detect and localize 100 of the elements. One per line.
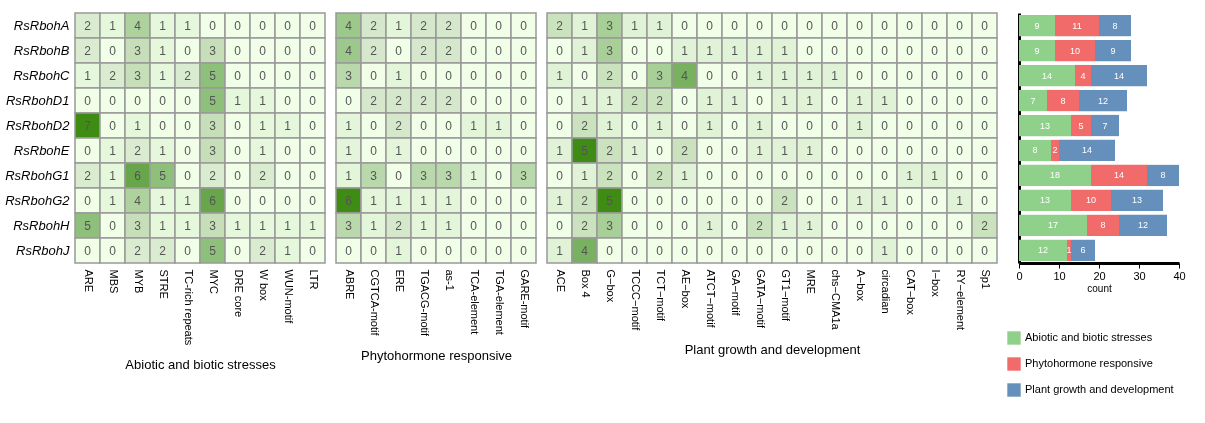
data-label: 2 — [606, 168, 614, 183]
data-label: 0 — [84, 93, 92, 108]
data-label: 0 — [631, 118, 639, 133]
data-label: 1 — [395, 193, 403, 208]
data-label: 0 — [520, 68, 528, 83]
data-label: 0 — [981, 18, 989, 33]
data-label: 0 — [931, 143, 939, 158]
data-label: 0 — [184, 168, 192, 183]
x-tick-label: CGTCA-motif — [368, 269, 381, 337]
data-label: 1 — [606, 118, 614, 133]
data-label: 0 — [234, 243, 242, 258]
data-label: 0 — [631, 243, 639, 258]
data-label: 0 — [956, 93, 964, 108]
data-label: 0 — [756, 18, 764, 33]
data-label: 0 — [906, 93, 914, 108]
data-label: 2 — [556, 18, 564, 33]
data-label: 7 — [1102, 120, 1108, 131]
data-label: 0 — [495, 43, 503, 58]
x-axis-title: Abiotic and biotic stresses — [125, 357, 277, 373]
data-label: 0 — [931, 93, 939, 108]
data-label: 0 — [309, 118, 317, 133]
data-label: 7 — [84, 118, 92, 133]
data-label: 2 — [395, 218, 403, 233]
data-label: 0 — [981, 43, 989, 58]
data-label: 1 — [731, 43, 739, 58]
data-label: 1 — [606, 93, 614, 108]
data-label: 2 — [606, 143, 614, 158]
data-label: 0 — [470, 143, 478, 158]
data-label: 0 — [831, 43, 839, 58]
data-label: 0 — [756, 243, 764, 258]
data-label: 0 — [731, 218, 739, 233]
data-label: 1 — [134, 118, 142, 133]
data-label: 1 — [184, 193, 192, 208]
data-label: 0 — [856, 43, 864, 58]
data-label: 0 — [781, 168, 789, 183]
data-label: 0 — [831, 118, 839, 133]
data-label: 0 — [84, 243, 92, 258]
data-label: 1 — [581, 168, 589, 183]
x-tick-label: ATCT−motif — [704, 269, 717, 329]
x-tick-label: GT1−motif — [779, 269, 792, 323]
data-label: 12 — [1037, 245, 1049, 256]
data-label: 1 — [781, 43, 789, 58]
data-label: 0 — [606, 243, 614, 258]
data-label: 18 — [1049, 170, 1061, 181]
bar — [1071, 239, 1095, 261]
bar — [1099, 15, 1131, 37]
data-label: 3 — [134, 68, 142, 83]
data-label: 1 — [581, 18, 589, 33]
data-label: 0 — [259, 193, 267, 208]
data-label: 2 — [445, 43, 453, 58]
data-label: 1 — [420, 218, 428, 233]
data-label: 2 — [184, 68, 192, 83]
data-label: 0 — [84, 143, 92, 158]
data-label: 1 — [706, 93, 714, 108]
data-label: 0 — [881, 43, 889, 58]
bar — [1075, 64, 1091, 87]
data-label: 4 — [134, 18, 142, 33]
data-label: 1 — [445, 193, 453, 208]
data-label: 1 — [184, 218, 192, 233]
data-label: 3 — [606, 218, 614, 233]
data-label: 0 — [284, 93, 292, 108]
x-tick-label: 0 — [1016, 269, 1023, 282]
data-label: 0 — [556, 43, 564, 58]
data-label: 1 — [345, 118, 353, 133]
data-label: 0 — [731, 243, 739, 258]
data-label: 0 — [309, 68, 317, 83]
data-label: 2 — [109, 68, 117, 83]
x-tick-label: WUN-motif — [282, 269, 295, 325]
data-label: 0 — [931, 43, 939, 58]
data-label: 1 — [159, 193, 167, 208]
data-label: 1 — [159, 143, 167, 158]
data-label: 2 — [581, 218, 589, 233]
data-label: 1 — [184, 18, 192, 33]
data-label: 1 — [831, 68, 839, 83]
data-label: 0 — [681, 243, 689, 258]
data-label: 5 — [159, 168, 167, 183]
bar — [1079, 89, 1127, 112]
data-label: 0 — [420, 143, 428, 158]
data-label: 8 — [1100, 220, 1106, 231]
data-label: 0 — [881, 68, 889, 83]
data-label: 1 — [856, 193, 864, 208]
data-label: 0 — [345, 93, 353, 108]
y-tick-label: RsRbohH — [13, 217, 71, 233]
data-label: 0 — [806, 168, 814, 183]
bar — [1019, 114, 1071, 137]
data-label: 3 — [209, 218, 217, 233]
data-label: 0 — [956, 168, 964, 183]
data-label: 4 — [134, 193, 142, 208]
data-label: 1 — [881, 93, 889, 108]
x-tick-label: ACE — [554, 269, 567, 293]
bar — [1071, 114, 1091, 137]
data-label: 0 — [184, 43, 192, 58]
data-label: 0 — [84, 193, 92, 208]
data-label: 0 — [956, 218, 964, 233]
data-label: 1 — [234, 93, 242, 108]
data-label: 10 — [1085, 195, 1097, 206]
data-label: 0 — [470, 243, 478, 258]
data-label: 0 — [956, 68, 964, 83]
data-label: 2 — [259, 243, 267, 258]
data-label: 0 — [259, 68, 267, 83]
